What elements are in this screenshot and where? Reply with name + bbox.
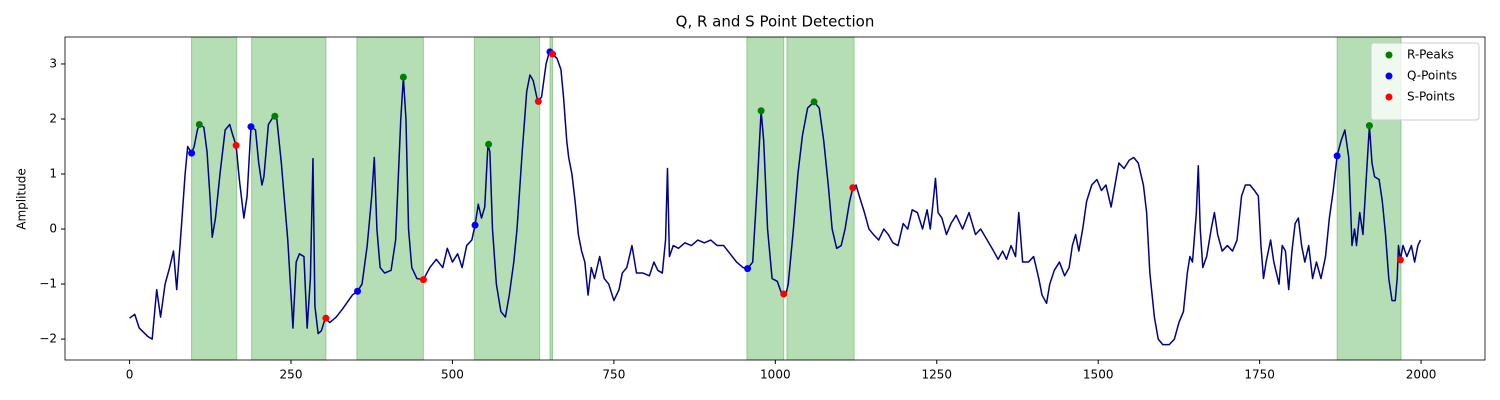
x-tick-label: 500 — [441, 368, 464, 382]
legend-label: R-Peaks — [1407, 48, 1454, 62]
marker-point — [780, 290, 788, 298]
legend-box — [1370, 42, 1480, 121]
marker-point — [1396, 256, 1404, 264]
marker-point — [1365, 122, 1373, 130]
marker-point — [271, 112, 279, 120]
marker-point — [485, 140, 493, 148]
marker-point — [322, 314, 330, 322]
legend-marker — [1385, 51, 1393, 59]
highlight-region — [251, 36, 327, 361]
marker-point — [849, 184, 857, 192]
marker-point — [534, 97, 542, 105]
marker-point — [247, 123, 255, 131]
marker-point — [195, 120, 203, 128]
marker-point — [549, 50, 557, 58]
marker-point — [232, 141, 240, 149]
x-tick-label: 1500 — [1083, 368, 1114, 382]
x-tick-label: 1000 — [760, 368, 791, 382]
highlight-region — [549, 36, 554, 361]
legend-label: S-Points — [1407, 90, 1455, 104]
highlight-region — [191, 36, 238, 361]
y-tick-label: 3 — [49, 56, 57, 70]
chart-title: Q, R and S Point Detection — [676, 13, 875, 31]
y-tick-label: −2 — [39, 332, 57, 346]
marker-point — [810, 98, 818, 106]
marker-point — [354, 287, 362, 295]
y-tick-label: 1 — [49, 167, 57, 181]
x-tick-label: 0 — [126, 368, 134, 382]
y-axis-label: Amplitude — [15, 168, 29, 230]
highlight-region — [746, 36, 785, 361]
marker-point — [399, 73, 407, 81]
marker-point — [419, 276, 427, 284]
legend-label: Q-Points — [1407, 69, 1457, 83]
marker-point — [471, 221, 479, 229]
marker-point — [744, 265, 752, 273]
x-tick-label: 750 — [602, 368, 625, 382]
highlight-region — [356, 36, 424, 361]
x-tick-label: 2000 — [1406, 368, 1437, 382]
x-tick-label: 1750 — [1244, 368, 1275, 382]
marker-point — [1333, 152, 1341, 160]
legend-marker — [1385, 72, 1393, 80]
legend-marker — [1385, 93, 1393, 101]
marker-point — [188, 149, 196, 157]
y-tick-label: −1 — [39, 277, 57, 291]
y-tick-label: 0 — [49, 222, 57, 236]
highlight-region — [786, 36, 855, 361]
x-tick-label: 1250 — [921, 368, 952, 382]
x-tick-label: 250 — [280, 368, 303, 382]
marker-point — [757, 107, 765, 115]
y-tick-label: 2 — [49, 111, 57, 125]
